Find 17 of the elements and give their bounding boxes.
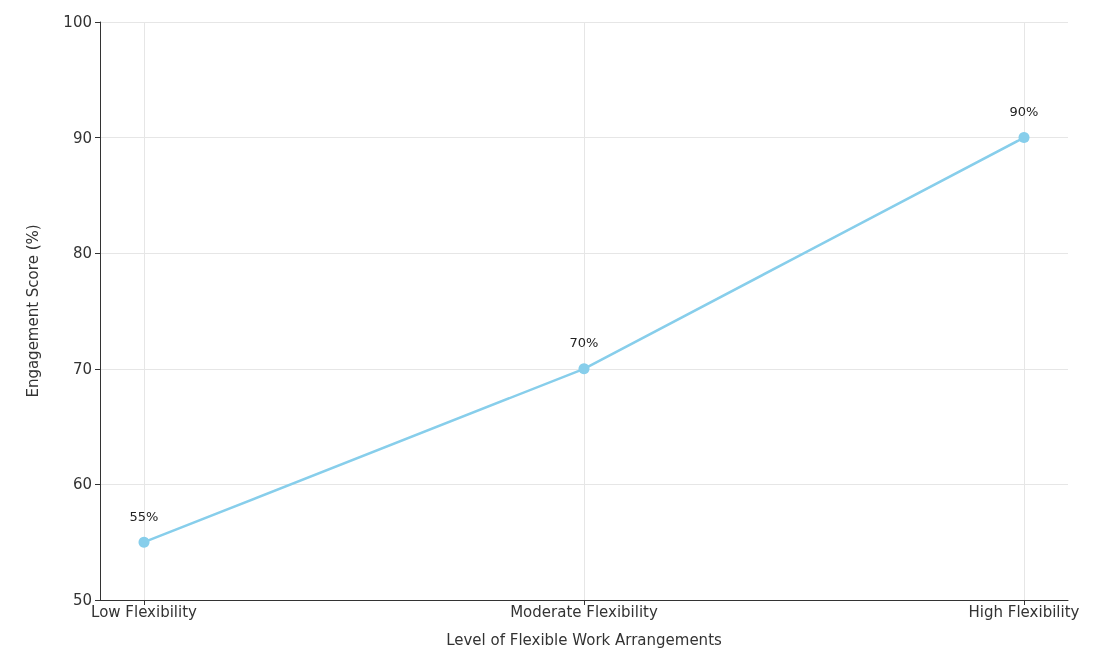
y-tick-label: 70 (72, 359, 92, 378)
y-tick-label: 50 (72, 591, 92, 609)
data-label: 70% (569, 335, 599, 351)
data-label: 90% (1009, 104, 1039, 120)
y-tick-label: 100 (63, 13, 92, 31)
point (138, 536, 150, 548)
data-label: 55% (129, 508, 159, 524)
y-tick-label: 60 (72, 475, 92, 494)
y-axis-title: Engagement Score (%) (23, 224, 42, 398)
x-tick-label: High Flexibility (968, 602, 1080, 621)
x-tick-label: Low Flexibility (91, 602, 198, 621)
y-tick-label: 80 (72, 244, 92, 263)
y-tick-label: 90 (72, 128, 92, 147)
x-tick-label: Moderate Flexibility (510, 602, 658, 621)
x-axis-title: Level of Flexible Work Arrangements (446, 630, 723, 649)
point (578, 363, 590, 375)
point (1018, 132, 1030, 144)
